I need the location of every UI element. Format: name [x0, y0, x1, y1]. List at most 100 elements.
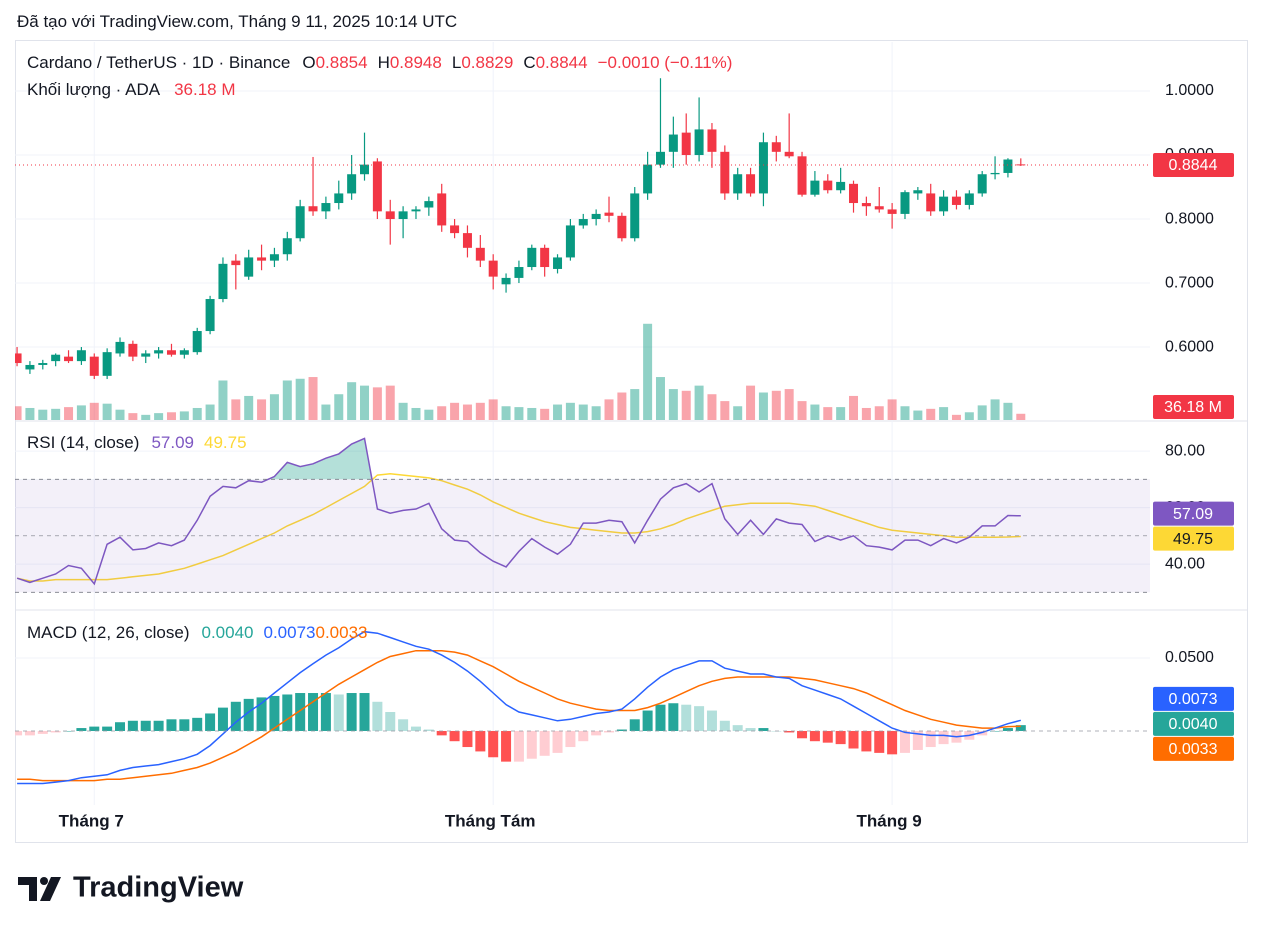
volume-bar [424, 409, 434, 420]
volume-bar [25, 407, 35, 420]
candle-body [849, 183, 859, 204]
candle-body [926, 193, 936, 212]
candle-body [578, 219, 588, 226]
candle-body [655, 151, 665, 165]
candle-body [179, 350, 189, 355]
volume-bar [398, 402, 408, 420]
price-label-box [1153, 395, 1234, 419]
volume-bar [668, 389, 678, 420]
macd-histogram-bar [346, 693, 357, 731]
macd-histogram-bar [1015, 725, 1026, 731]
y-tick-label: 0.0500 [1165, 649, 1214, 666]
candle-body [462, 233, 472, 248]
macd-histogram-bar [333, 694, 344, 731]
candle-body [823, 180, 833, 191]
volume-bar [64, 407, 74, 420]
macd-histogram-bar [359, 693, 370, 731]
volume-bar [115, 409, 125, 420]
macd-title: MACD (12, 26, close) [27, 623, 190, 642]
volume-bar [746, 385, 756, 420]
volume-bar [462, 404, 472, 420]
macd-signal-line [17, 649, 1021, 782]
macd-histogram-bar [372, 701, 383, 731]
macd-histogram-bar [398, 719, 409, 731]
ohlc-letter: L [451, 53, 462, 72]
logo-icon [18, 877, 61, 901]
volume-bar [282, 380, 292, 420]
volume-bar [861, 407, 871, 420]
candle-body [257, 257, 267, 261]
macd-histogram-bar [706, 710, 717, 731]
candle-body [385, 211, 395, 220]
macd-histogram-bar [217, 707, 228, 731]
macd-histogram-bar [243, 698, 254, 731]
volume-bar [475, 402, 485, 420]
macd-histogram-bar [115, 722, 126, 731]
volume-bar [76, 405, 86, 420]
candle-body [437, 193, 447, 226]
candle-body [15, 353, 22, 364]
candle-body [617, 215, 627, 239]
candle-body [141, 353, 151, 357]
candle-body [733, 174, 743, 194]
macd-histogram-bar [848, 730, 859, 749]
candle-body [128, 343, 138, 357]
candle-body [166, 350, 176, 355]
rsi-value: 57.09 [151, 433, 194, 452]
volume-bar [218, 380, 228, 420]
candle-body [758, 142, 768, 194]
volume-bar [990, 399, 1000, 420]
macd-histogram-bar [655, 704, 666, 731]
volume-bar [900, 406, 910, 420]
candle-body [501, 277, 511, 285]
candle-body [977, 174, 987, 194]
ohlc-letter: H [377, 53, 390, 72]
volume-bar [874, 406, 884, 420]
candle-body [64, 356, 74, 362]
volume-bar [655, 377, 665, 420]
candle-body [154, 350, 164, 354]
rsi-legend: RSI (14, close) 57.09 49.75 [27, 433, 253, 453]
volume-bar [372, 387, 382, 420]
macd-histogram-bar [295, 693, 306, 731]
macd-histogram-bar [578, 730, 589, 742]
volume-bar [385, 385, 395, 420]
macd-histogram-bar [887, 730, 898, 755]
macd-histogram-bar [153, 720, 164, 731]
volume-bar [565, 402, 575, 420]
macd-histogram-bar [694, 706, 705, 731]
candle-body [746, 174, 756, 194]
volume-bar [347, 382, 357, 420]
macd-histogram-bar [488, 730, 499, 758]
volume-bar [128, 413, 138, 420]
macd-histogram-bar [24, 730, 35, 736]
macd-histogram-bar [874, 730, 885, 753]
candle-body [102, 352, 112, 376]
candle-body [668, 134, 678, 152]
candle-body [25, 364, 35, 370]
volume-bar [810, 404, 820, 420]
candle-body [604, 212, 614, 216]
macd-histogram-bar [938, 730, 949, 745]
candle-body [334, 193, 344, 204]
volume-bar [527, 407, 537, 420]
volume-title: Khối lượng · ADA [27, 80, 161, 99]
volume-bar [681, 390, 691, 420]
volume-bar [1003, 402, 1013, 420]
macd-histogram-bar [758, 728, 769, 731]
volume-bar [257, 399, 267, 420]
candle-body [771, 142, 781, 152]
candle-body [913, 190, 923, 194]
x-tick-label: Tháng 7 [59, 811, 124, 830]
volume-bar [360, 385, 370, 420]
candle-body [244, 257, 254, 277]
volume-bar [771, 390, 781, 420]
price-label-box [1153, 153, 1234, 178]
ohlc-value: 0.8844 [535, 53, 588, 72]
main-legend: Cardano / TetherUS · 1D · Binance O0.8854… [27, 53, 738, 73]
macd-histogram-bar [449, 730, 460, 742]
price-label: 57.09 [1173, 506, 1213, 523]
volume-bar [179, 411, 189, 420]
candle-body [643, 164, 653, 194]
macd-histogram-bar [37, 730, 48, 734]
